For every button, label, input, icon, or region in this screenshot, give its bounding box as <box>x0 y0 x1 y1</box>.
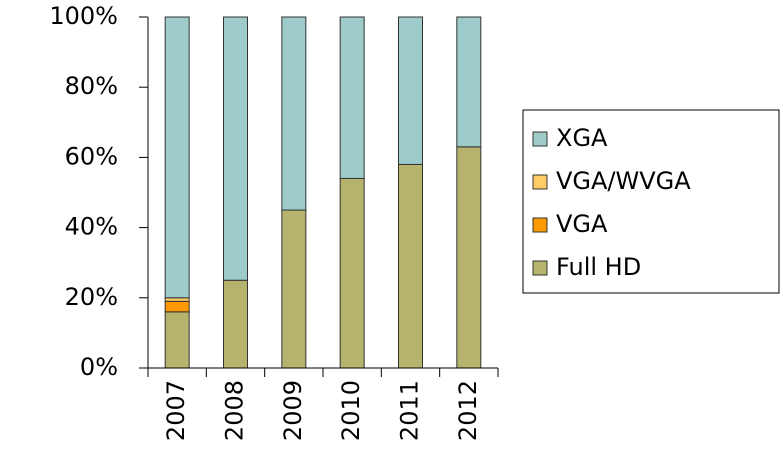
bar-segment <box>281 209 307 369</box>
x-tick-label: 2009 <box>279 380 307 441</box>
bar-segment <box>164 16 190 299</box>
bar-segment <box>164 311 190 369</box>
y-tick-label: 20% <box>65 283 118 311</box>
bar-segment <box>281 16 307 211</box>
bar-segment <box>164 297 190 302</box>
y-tick-label: 100% <box>49 2 118 30</box>
bar-segment <box>339 177 365 369</box>
x-tick-label: 2012 <box>454 380 482 441</box>
bar-segment <box>164 300 190 313</box>
bar-segment <box>223 279 248 369</box>
y-tick-label: 0% <box>80 353 118 381</box>
legend-swatch <box>532 260 548 276</box>
bar-segment <box>456 146 482 369</box>
legend-swatch <box>532 131 548 147</box>
x-tick-label: 2010 <box>337 380 365 441</box>
bar-segment <box>339 16 365 179</box>
legend-label: VGA/WVGA <box>556 167 691 195</box>
bar-segment <box>398 16 423 165</box>
x-tick-label: 2007 <box>162 380 190 441</box>
x-tick-label: 2008 <box>221 380 249 441</box>
bar-segment <box>223 16 248 281</box>
y-tick-label: 40% <box>65 213 118 241</box>
legend-swatch <box>532 174 548 190</box>
legend-label: VGA <box>556 210 608 238</box>
y-tick-label: 60% <box>65 142 118 170</box>
bar-segment <box>398 163 423 369</box>
bar-segment <box>456 16 482 148</box>
legend-label: Full HD <box>556 253 641 281</box>
legend-swatch <box>532 217 548 233</box>
y-tick-label: 80% <box>65 72 118 100</box>
x-tick-label: 2011 <box>396 380 424 441</box>
legend-box <box>522 109 780 294</box>
legend-label: XGA <box>556 124 608 152</box>
